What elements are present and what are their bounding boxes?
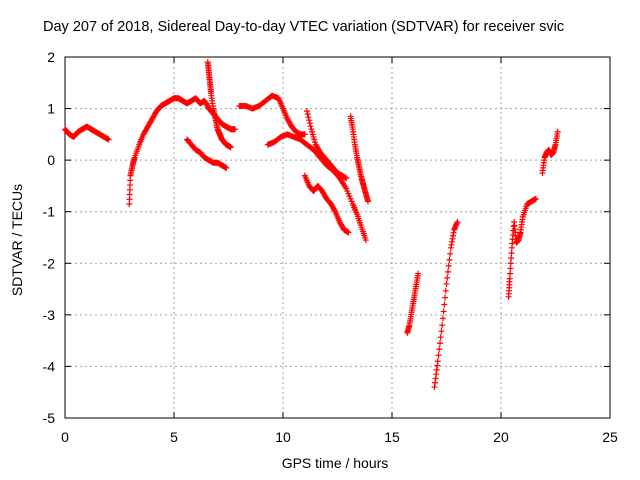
data-points	[62, 59, 561, 391]
series-arc-12	[505, 195, 539, 300]
data-point	[362, 237, 369, 244]
y-tick-label: -2	[43, 255, 56, 271]
series-arc-4	[184, 136, 230, 171]
data-point	[439, 322, 446, 329]
x-tick-label: 10	[275, 429, 291, 445]
data-point	[447, 250, 454, 257]
y-tick-label: -3	[43, 307, 56, 323]
data-point	[443, 280, 450, 287]
series-arc-8	[303, 108, 350, 182]
series-arc-9	[347, 113, 372, 205]
data-point	[532, 195, 539, 202]
y-axis-label: SDTVAR / TECUs	[9, 183, 25, 297]
x-tick-label: 25	[602, 429, 618, 445]
y-tick-label: -1	[43, 204, 56, 220]
x-tick-label: 15	[384, 429, 400, 445]
data-point	[442, 287, 449, 294]
series-arc-13	[539, 128, 561, 177]
data-point	[508, 255, 515, 262]
x-tick-label: 20	[493, 429, 509, 445]
data-point	[440, 308, 447, 315]
data-point	[304, 111, 311, 118]
data-point	[439, 315, 446, 322]
data-point	[232, 126, 239, 133]
data-point	[444, 274, 451, 281]
data-point	[223, 164, 230, 171]
data-point	[444, 268, 451, 275]
data-point	[415, 270, 422, 277]
data-point	[438, 328, 445, 335]
data-point	[507, 260, 514, 267]
plot-frame	[64, 56, 611, 419]
series-arc-5	[236, 92, 308, 138]
data-point	[508, 249, 515, 256]
data-point	[345, 229, 352, 236]
data-point	[306, 117, 313, 124]
data-point	[506, 275, 513, 282]
data-point	[343, 175, 350, 182]
series-arc-10	[404, 270, 422, 336]
y-tick-label: 1	[47, 101, 55, 117]
data-point	[446, 256, 453, 263]
data-point	[437, 334, 444, 341]
data-point	[307, 123, 314, 130]
series-arc-3	[204, 59, 234, 151]
y-tick-label: 0	[47, 152, 55, 168]
data-point	[435, 352, 442, 359]
data-point	[436, 340, 443, 347]
x-tick-label: 5	[170, 429, 178, 445]
data-point	[454, 219, 461, 226]
grid-lines	[65, 57, 610, 418]
data-point	[436, 346, 443, 353]
data-point	[105, 136, 112, 143]
series-arc-1	[62, 123, 112, 143]
series-arc-2	[126, 95, 239, 207]
axis-ticks: 0 5 10 15 20 25 -5 -4 -3 -2 -1 0 1 2	[43, 49, 618, 445]
data-point	[442, 294, 449, 301]
data-point	[303, 108, 310, 115]
x-axis-label: GPS time / hours	[281, 455, 389, 471]
data-point	[554, 128, 561, 135]
x-tick-label: 0	[61, 429, 69, 445]
chart-title: Day 207 of 2018, Sidereal Day-to-day VTE…	[43, 19, 565, 35]
series-arc-11	[431, 219, 461, 391]
y-tick-label: 2	[47, 49, 55, 65]
data-point	[441, 301, 448, 308]
data-point	[227, 144, 234, 151]
data-point	[306, 120, 313, 127]
data-point	[507, 265, 514, 272]
y-tick-label: -4	[43, 358, 56, 374]
data-point	[365, 198, 372, 205]
data-point	[305, 114, 312, 121]
series-arc-7	[301, 172, 352, 236]
data-point	[507, 270, 514, 277]
data-point	[331, 207, 338, 214]
data-point	[301, 131, 308, 138]
data-point	[434, 358, 441, 365]
data-point	[445, 262, 452, 269]
y-tick-label: -5	[43, 410, 56, 426]
